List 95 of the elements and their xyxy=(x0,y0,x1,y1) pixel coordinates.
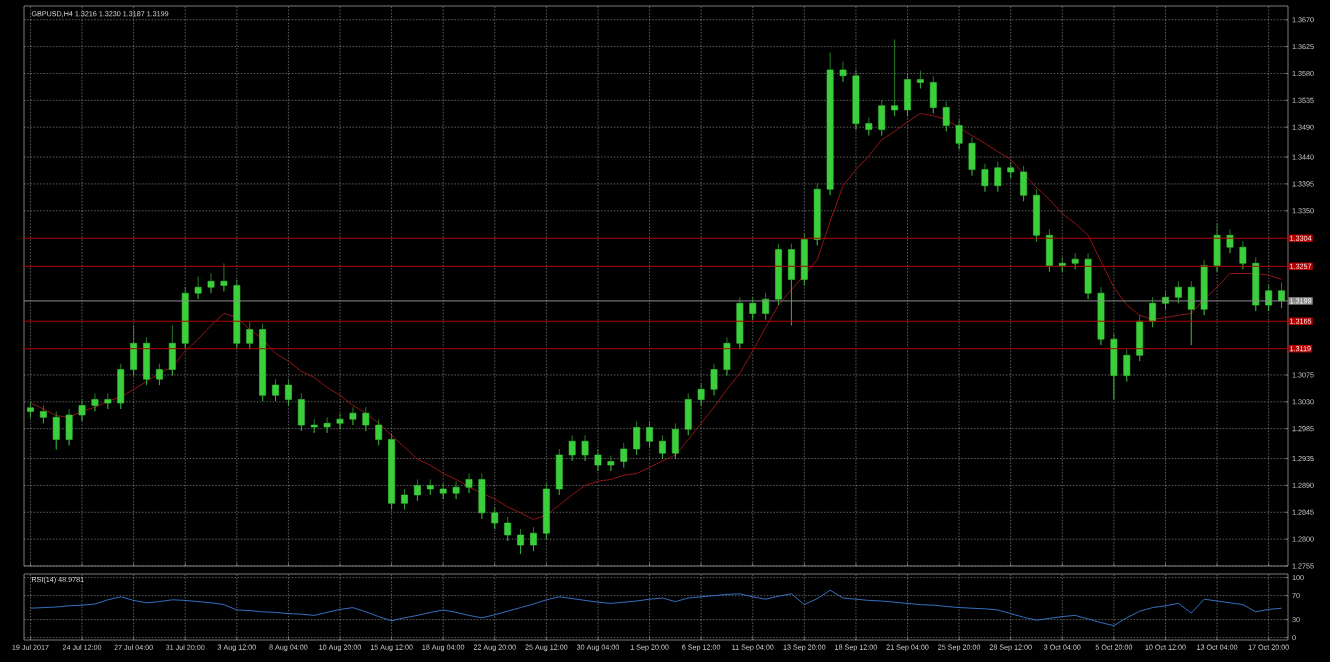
candlestick xyxy=(168,325,176,376)
candlestick xyxy=(917,70,924,89)
candlestick xyxy=(891,39,899,117)
candlestick xyxy=(1097,286,1105,346)
candlestick xyxy=(401,488,408,510)
candlestick xyxy=(413,479,421,502)
candlestick xyxy=(246,320,254,350)
candlestick xyxy=(633,421,641,456)
candlestick xyxy=(207,273,215,294)
candlestick xyxy=(684,393,692,436)
candlestick xyxy=(1007,161,1015,179)
candlestick xyxy=(775,243,782,306)
candlestick xyxy=(1149,297,1156,328)
candlestick xyxy=(994,161,1002,192)
candlestick xyxy=(723,337,731,376)
candlestick xyxy=(697,383,705,406)
candlestick xyxy=(942,101,950,132)
candlestick xyxy=(349,406,357,426)
candlestick xyxy=(310,418,318,434)
candlestick xyxy=(1226,228,1234,254)
candlestick xyxy=(117,363,125,410)
candlestick xyxy=(27,401,34,418)
candlestick xyxy=(1239,240,1247,270)
candlestick xyxy=(517,528,524,555)
candlestick xyxy=(542,482,550,540)
candlestick xyxy=(710,363,718,396)
candlestick xyxy=(813,183,821,246)
candlestick xyxy=(259,323,267,402)
candlestick xyxy=(671,423,679,460)
candlestick xyxy=(1187,280,1195,346)
candlestick xyxy=(130,325,138,376)
candlestick xyxy=(594,448,602,472)
candlestick xyxy=(272,378,279,402)
candlestick xyxy=(1136,314,1144,362)
candlestick xyxy=(233,279,241,350)
candlestick xyxy=(1045,228,1053,272)
candlestick xyxy=(736,297,744,350)
candlestick xyxy=(1252,257,1260,312)
candlestick xyxy=(1123,348,1131,382)
candlestick xyxy=(336,412,344,430)
candlestick xyxy=(452,480,460,500)
candlestick xyxy=(156,363,163,386)
candlestick xyxy=(852,69,860,130)
candlestick xyxy=(491,506,499,530)
candlestick xyxy=(800,233,808,286)
candlestick xyxy=(465,473,473,494)
candlestick xyxy=(1174,280,1182,304)
candlestick xyxy=(929,76,937,114)
candlestick xyxy=(39,405,47,424)
candlestick xyxy=(426,479,434,496)
candlestick xyxy=(659,434,666,460)
candlestick xyxy=(568,434,576,462)
candlestick xyxy=(878,99,886,136)
candlestick xyxy=(388,433,395,510)
candlestick xyxy=(181,286,189,350)
candlestick xyxy=(65,408,73,446)
candlestick xyxy=(788,243,795,326)
candlestick xyxy=(362,406,370,432)
candlestick xyxy=(1058,257,1066,272)
candlestick xyxy=(1071,252,1079,270)
candlestick xyxy=(1110,332,1118,400)
candlestick xyxy=(1033,188,1040,242)
candlestick xyxy=(530,526,537,552)
candlestick xyxy=(607,455,615,472)
candlestick xyxy=(52,411,60,450)
candlestick xyxy=(839,61,847,83)
candlestick xyxy=(297,393,305,432)
candlestick xyxy=(285,378,292,406)
candlestick xyxy=(620,442,628,468)
candlestick xyxy=(904,73,911,117)
candlestick xyxy=(1020,165,1027,202)
candlestick xyxy=(78,399,86,422)
candlestick xyxy=(555,448,563,496)
candlestick xyxy=(1084,252,1092,300)
candlestick xyxy=(646,421,653,448)
candlestick xyxy=(968,137,976,176)
candlestick xyxy=(749,297,757,320)
candlestick xyxy=(955,119,963,150)
candlestick xyxy=(1200,259,1208,316)
candlestick xyxy=(375,418,383,446)
candlestick xyxy=(478,473,486,520)
candlestick xyxy=(194,276,202,300)
candlestick xyxy=(220,263,228,292)
candlestick xyxy=(104,393,112,410)
candlestick xyxy=(581,434,589,462)
candlestick xyxy=(504,516,512,542)
candlestick xyxy=(981,163,989,192)
candlestick xyxy=(323,417,331,434)
candlestick xyxy=(826,52,834,196)
candlestick xyxy=(143,337,150,386)
candlestick xyxy=(91,393,99,412)
candlestick xyxy=(439,482,447,500)
candlestick xyxy=(1278,282,1285,309)
candlestick xyxy=(1213,223,1221,272)
candlestick xyxy=(865,117,873,136)
